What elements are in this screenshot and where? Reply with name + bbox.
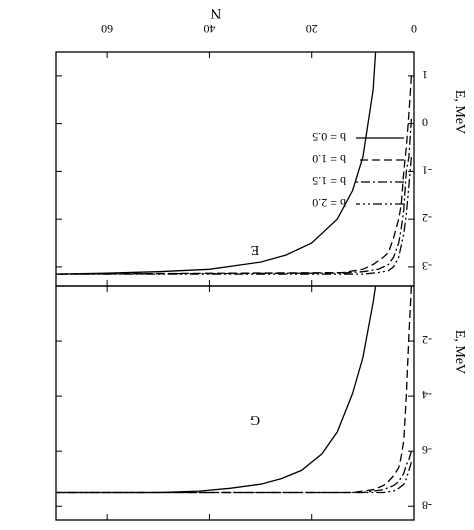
legend-label-0: b = 2.0 — [312, 196, 346, 210]
series-line-G-b-1-5 — [56, 118, 413, 275]
series-line-E-b-2-0 — [56, 462, 413, 494]
y-tick-label-G-2: -1 — [422, 163, 432, 177]
x-tick-label-2: 40 — [203, 22, 215, 36]
series-line-G-b-2-0 — [56, 157, 413, 275]
plot-frame-E — [55, 285, 415, 521]
x-tick-label-1: 20 — [306, 22, 318, 36]
y-axis-title-G: E, MeV — [452, 90, 467, 134]
legend-label-3: b = 0.5 — [312, 130, 346, 144]
series-line-G-b-1-0 — [56, 75, 413, 275]
plot-layer: -2 -4 -6 -8 0 20 40 60 1 0 -1 -2 -3 b = 2.0 b = 1.5 b =… — [55, 22, 432, 521]
series-line-E-b-0-5 — [56, 286, 377, 494]
panel-label-G: G — [250, 412, 260, 427]
y-axis-title-E: E, MeV — [452, 330, 467, 374]
y-tick-label-E-2: -6 — [422, 443, 432, 457]
series-line-E-b-1-0 — [56, 286, 413, 494]
panel-label-E: E — [251, 242, 260, 257]
plot-frame-G — [55, 51, 415, 287]
x-tick-label-0: 0 — [411, 22, 417, 36]
legend-label-2: b = 1.0 — [312, 152, 346, 166]
x-tick-label-3: 60 — [101, 22, 113, 36]
labels-layer: E, MeV E, MeV N E G — [210, 5, 467, 427]
y-tick-label-E-1: -4 — [422, 388, 432, 402]
y-tick-label-G-3: -2 — [422, 211, 432, 225]
y-tick-label-G-4: -3 — [422, 259, 432, 273]
series-line-E-b-1-5 — [56, 451, 413, 494]
y-tick-label-E-0: -2 — [422, 333, 432, 347]
y-tick-label-G-0: 1 — [422, 68, 428, 82]
legend-label-1: b = 1.5 — [312, 174, 346, 188]
y-tick-label-E-3: -8 — [422, 498, 432, 512]
y-tick-label-G-1: 0 — [422, 116, 428, 130]
series-line-G-b-0-5 — [56, 52, 377, 275]
x-axis-title: N — [210, 5, 221, 21]
